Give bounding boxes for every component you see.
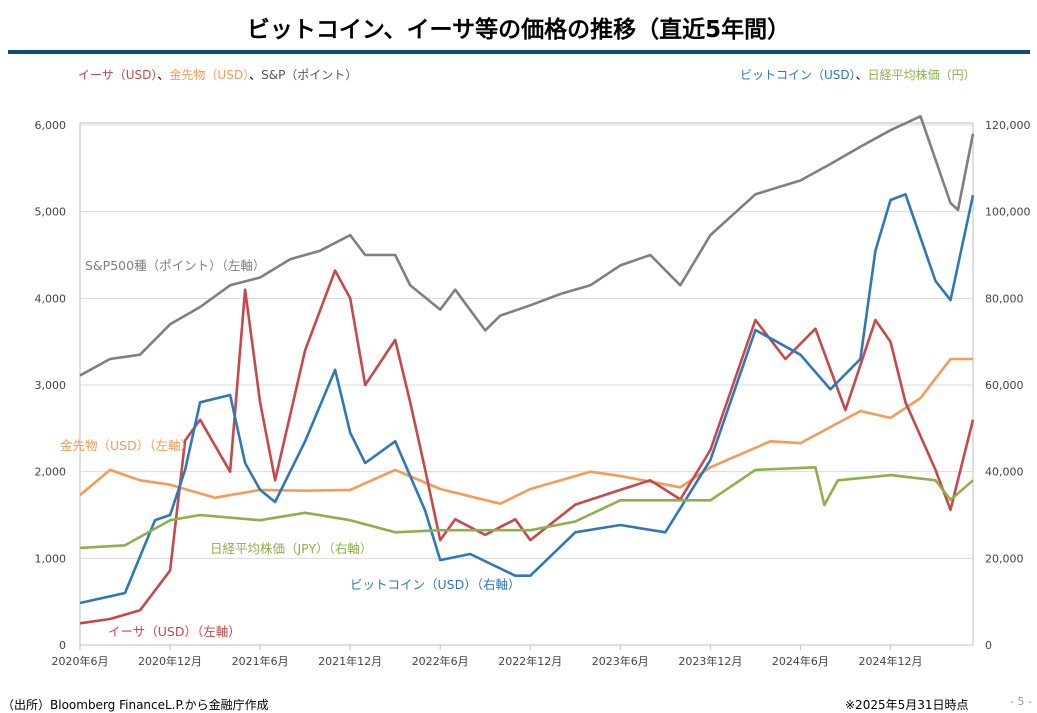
series-line-3 [79, 193, 975, 605]
legend-item: 、 [855, 68, 868, 82]
x-tick-label: 2022年6月 [412, 654, 469, 668]
x-tick-label: 2024年12月 [858, 654, 922, 668]
y-tick-left: 1,000 [35, 552, 67, 565]
legend-item: 日経平均株価（円） [867, 68, 976, 82]
legend-right: ビットコイン（USD）、日経平均株価（円） [740, 66, 976, 83]
x-tick-label: 2024年6月 [772, 654, 829, 668]
series-line-1 [79, 357, 973, 506]
plot-frame [79, 122, 974, 646]
x-tick-label: 2021年12月 [318, 654, 382, 668]
series-annotation: S&P500種（ポイント）（左軸） [85, 258, 265, 273]
series-line-2 [79, 269, 975, 625]
y-tick-right: 60,000 [985, 379, 1024, 392]
y-tick-right: 120,000 [985, 119, 1031, 132]
x-tick-label: 2020年6月 [52, 654, 109, 668]
page-number: - 5 - [1010, 695, 1032, 708]
series-annotation: イーサ（USD）（左軸） [108, 624, 241, 639]
title-underline [8, 50, 1030, 54]
y-tick-left: 4,000 [35, 292, 67, 305]
y-tick-left: 2,000 [35, 466, 67, 479]
legend-item: 、 [157, 68, 170, 82]
page-title: ビットコイン、イーサ等の価格の推移（直近5年間） [246, 17, 791, 43]
y-tick-left: 0 [59, 639, 66, 652]
x-tick-label: 2020年12月 [138, 654, 202, 668]
x-tick-label: 2023年12月 [678, 654, 742, 668]
series-line-0 [79, 115, 975, 377]
y-tick-right: 0 [985, 639, 992, 652]
y-tick-left: 3,000 [35, 379, 67, 392]
legend-item: 、 [249, 68, 262, 82]
y-tick-right: 80,000 [985, 292, 1024, 305]
x-tick-label: 2021年6月 [232, 654, 289, 668]
y-tick-right: 40,000 [985, 466, 1024, 479]
x-tick-label: 2023年6月 [592, 654, 649, 668]
legend-item: S&P（ポイント） [261, 68, 358, 82]
y-tick-right: 100,000 [985, 206, 1031, 219]
series-annotation: 日経平均株価（JPY）（右軸） [210, 541, 372, 556]
legend-item: ビットコイン（USD） [740, 68, 856, 82]
series-line-4 [79, 465, 974, 550]
series-annotation: 金先物（USD）（左軸） [60, 438, 193, 453]
y-tick-left: 6,000 [35, 119, 67, 132]
y-tick-left: 5,000 [35, 206, 67, 219]
source-note: （出所）Bloomberg FinanceL.P.から金融庁作成 [2, 698, 269, 712]
y-tick-right: 20,000 [985, 552, 1024, 565]
x-tick-label: 2022年12月 [498, 654, 562, 668]
legend-item: イーサ（USD） [78, 68, 158, 82]
as-of-note: ※2025年5月31日時点 [845, 698, 969, 712]
series-annotation: ビットコイン（USD）（右軸） [350, 577, 520, 592]
legend-left: イーサ（USD）、金先物（USD）、S&P（ポイント） [78, 66, 357, 83]
legend-item: 金先物（USD） [169, 68, 250, 82]
